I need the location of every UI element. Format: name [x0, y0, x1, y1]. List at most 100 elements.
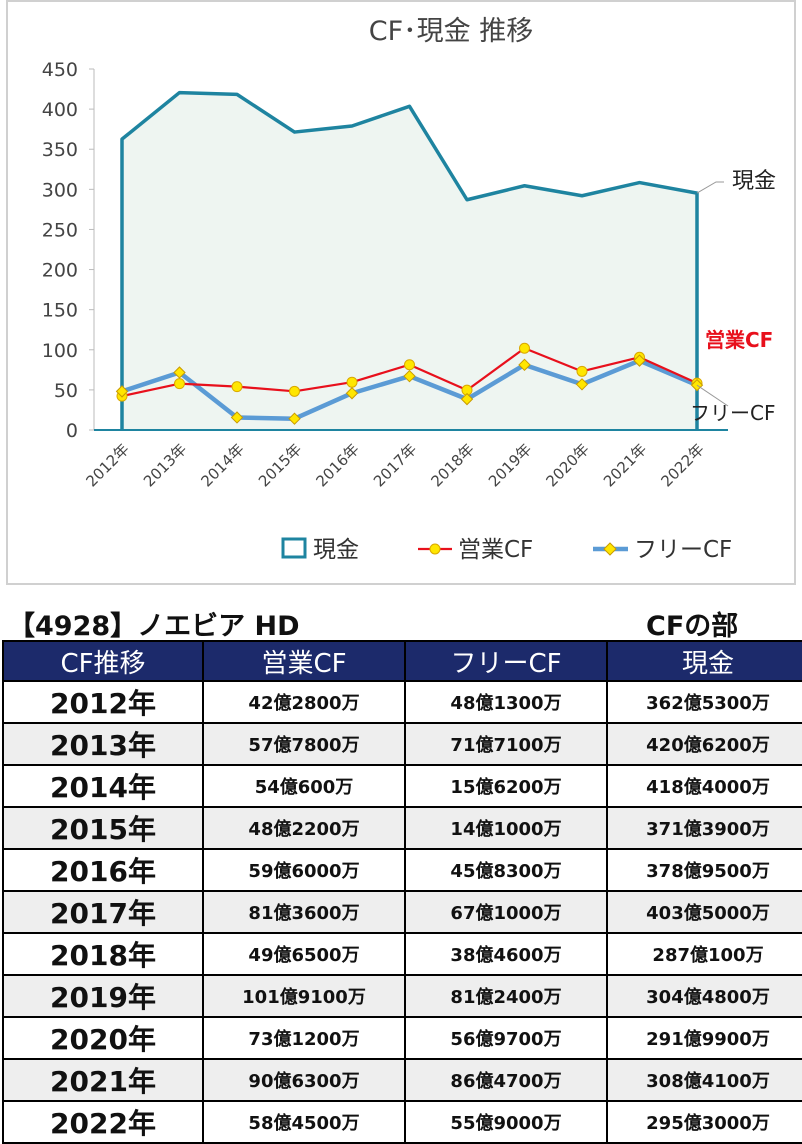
legend-free-cf-label: フリーCF — [634, 537, 732, 563]
row-free-cf: 38億4600万 — [404, 932, 608, 976]
row-operating-cf: 73億1200万 — [202, 1016, 406, 1060]
table-row: 2015年 48億2200万 14億1000万 371億3900万 — [2, 806, 802, 850]
row-operating-cf: 54億600万 — [202, 764, 406, 808]
operating-cf-marker — [289, 385, 300, 397]
y-tick-label: 450 — [42, 59, 78, 81]
row-operating-cf: 48億2200万 — [202, 806, 406, 850]
y-tick-label: 200 — [42, 260, 78, 282]
row-operating-cf: 49億6500万 — [202, 932, 406, 976]
legend-operating-cf-label: 営業CF — [458, 537, 533, 563]
operating-cf-marker — [346, 376, 358, 388]
x-tick-label: 2015年 — [255, 440, 305, 490]
row-cash: 371億3900万 — [606, 806, 802, 850]
x-tick-label: 2022年 — [657, 440, 707, 490]
row-operating-cf: 81億3600万 — [202, 890, 406, 934]
x-tick-label: 2017年 — [370, 440, 420, 490]
x-tick-label: 2014年 — [197, 440, 247, 490]
y-tick-label: 350 — [42, 139, 78, 161]
row-year: 2019年 — [2, 974, 204, 1018]
row-year: 2012年 — [2, 680, 204, 724]
row-operating-cf: 101億9100万 — [202, 974, 406, 1018]
table-row: 2012年 42億2800万 48億1300万 362億5300万 — [2, 680, 802, 724]
row-cash: 295億3000万 — [606, 1100, 802, 1144]
legend-free-cf-marker — [603, 542, 617, 556]
cash-leader-line — [696, 181, 724, 194]
row-operating-cf: 42億2800万 — [202, 680, 406, 724]
header-operating-cf: 営業CF — [202, 640, 406, 682]
row-cash: 418億4000万 — [606, 764, 802, 808]
row-cash: 291億9900万 — [606, 1016, 802, 1060]
row-free-cf: 81億2400万 — [404, 974, 608, 1018]
row-cash: 403億5000万 — [606, 890, 802, 934]
operating-cf-annotation: 営業CF — [705, 328, 773, 352]
operating-cf-marker — [404, 359, 415, 371]
cash-annotation: 現金 — [732, 169, 776, 194]
x-tick-label: 2016年 — [312, 440, 362, 490]
row-year: 2018年 — [2, 932, 204, 976]
x-tick-label: 2018年 — [427, 440, 477, 490]
x-tick-label: 2019年 — [485, 440, 535, 490]
row-year: 2017年 — [2, 890, 204, 934]
row-year: 2021年 — [2, 1058, 204, 1102]
x-tick-label: 2013年 — [140, 440, 190, 490]
operating-cf-marker — [231, 381, 243, 393]
header-free-cf: フリーCF — [404, 640, 608, 682]
chart-svg: CF･現金 推移 0 50 100 150 200 250 300 350 400 450 2012年… — [42, 16, 776, 563]
row-operating-cf: 59億6000万 — [202, 848, 406, 892]
table-row: 2019年 101億9100万 81億2400万 304億4800万 — [2, 974, 802, 1018]
legend-cash-swatch — [281, 537, 307, 559]
legend-cash-label: 現金 — [313, 537, 359, 563]
operating-cf-marker — [174, 378, 185, 390]
y-tick-label: 100 — [42, 340, 78, 362]
y-tick-label: 250 — [42, 219, 78, 241]
row-free-cf: 45億8300万 — [404, 848, 608, 892]
free-cf-marker — [633, 354, 646, 367]
section-title: CFの部 — [646, 611, 739, 642]
row-cash: 287億100万 — [606, 932, 802, 976]
free-cf-marker — [288, 412, 301, 425]
free-cf-marker — [345, 387, 359, 400]
row-cash: 304億4800万 — [606, 974, 802, 1018]
row-year: 2015年 — [2, 806, 204, 850]
y-tick-label: 300 — [42, 179, 78, 201]
table-row: 2022年 58億4500万 55億9000万 295億3000万 — [2, 1100, 802, 1144]
row-free-cf: 67億1000万 — [404, 890, 608, 934]
row-operating-cf: 90億6300万 — [202, 1058, 406, 1102]
company-title: 【4928】ノエビア HD — [8, 611, 300, 642]
chart-title: CF･現金 推移 — [369, 16, 533, 47]
row-operating-cf: 58億4500万 — [202, 1100, 406, 1144]
chart-panel: CF･現金 推移 0 50 100 150 200 250 300 350 400 450 2012年… — [6, 0, 796, 585]
free-cf-marker — [230, 411, 244, 424]
free-cf-marker — [460, 392, 474, 406]
x-tick-label: 2020年 — [542, 440, 592, 490]
row-cash: 378億9500万 — [606, 848, 802, 892]
table-row: 2017年 81億3600万 67億1000万 403億5000万 — [2, 890, 802, 934]
row-cash: 308億4100万 — [606, 1058, 802, 1102]
table-row: 2020年 73億1200万 56億9700万 291億9900万 — [2, 1016, 802, 1060]
row-year: 2020年 — [2, 1016, 204, 1060]
row-year: 2022年 — [2, 1100, 204, 1144]
table-row: 2021年 90億6300万 86億4700万 308億4100万 — [2, 1058, 802, 1102]
row-year: 2014年 — [2, 764, 204, 808]
row-cash: 362億5300万 — [606, 680, 802, 724]
x-tick-label: 2021年 — [600, 440, 650, 490]
row-cash: 420億6200万 — [606, 722, 802, 766]
free-cf-annotation: フリーCF — [690, 401, 775, 425]
row-year: 2013年 — [2, 722, 204, 766]
header-cash: 現金 — [606, 640, 802, 682]
free-cf-marker — [115, 385, 129, 398]
y-tick-label: 400 — [42, 99, 78, 121]
free-cf-marker — [173, 366, 186, 379]
free-cf-marker — [575, 378, 589, 391]
free-cf-marker — [518, 358, 531, 372]
row-free-cf: 86億4700万 — [404, 1058, 608, 1102]
y-tick-label: 50 — [54, 380, 78, 402]
table-header-row: CF推移 営業CF フリーCF 現金 — [2, 640, 802, 682]
cash-area — [122, 92, 697, 431]
header-period: CF推移 — [2, 640, 204, 682]
table-row: 2016年 59億6000万 45億8300万 378億9500万 — [2, 848, 802, 892]
operating-cf-marker — [576, 365, 588, 377]
row-free-cf: 55億9000万 — [404, 1100, 608, 1144]
row-free-cf: 71億7100万 — [404, 722, 608, 766]
row-year: 2016年 — [2, 848, 204, 892]
